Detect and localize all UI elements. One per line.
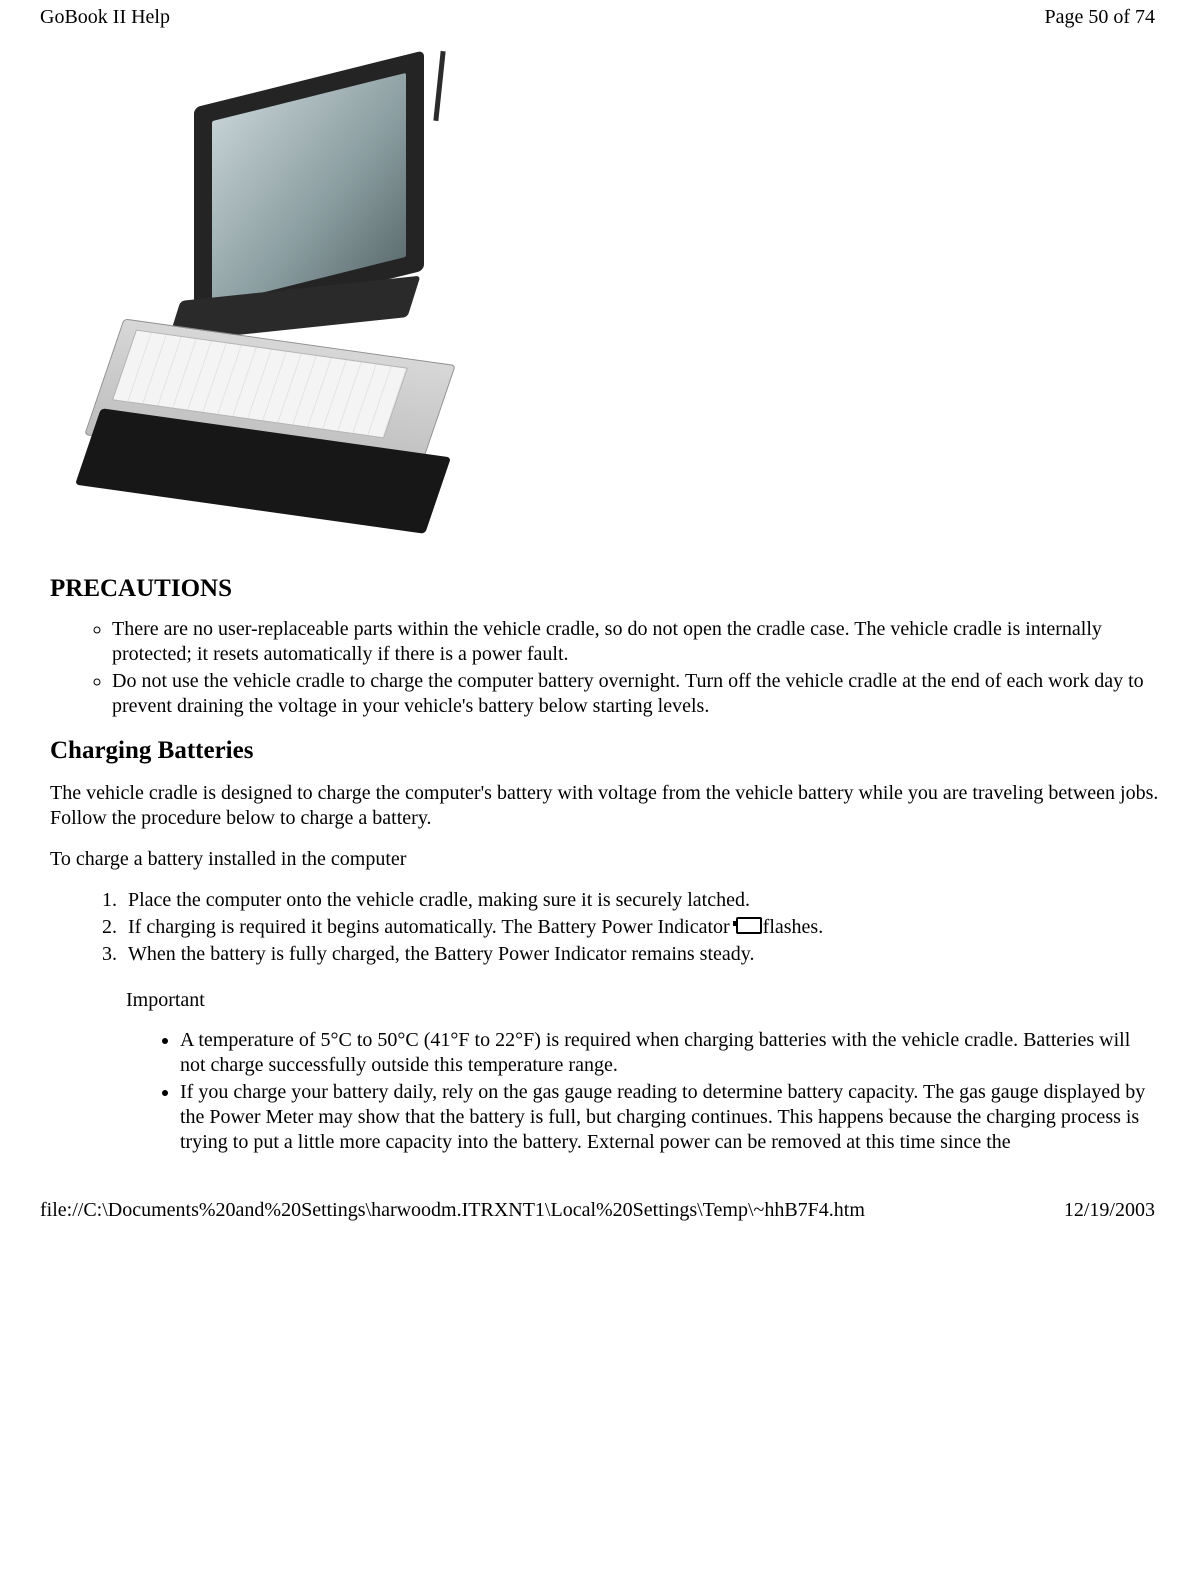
charging-subintro: To charge a battery installed in the com… <box>50 847 1159 872</box>
page-header: GoBook II Help Page 50 of 74 <box>40 6 1159 29</box>
list-item: Do not use the vehicle cradle to charge … <box>112 669 1159 719</box>
important-list: A temperature of 5°C to 50°C (41°F to 22… <box>122 1028 1159 1155</box>
precautions-heading: PRECAUTIONS <box>50 575 1159 603</box>
list-item: When the battery is fully charged, the B… <box>122 942 1159 967</box>
list-item: If charging is required it begins automa… <box>122 915 1159 940</box>
charging-intro: The vehicle cradle is designed to charge… <box>50 781 1159 831</box>
list-item: A temperature of 5°C to 50°C (41°F to 22… <box>180 1028 1159 1078</box>
footer-path: file://C:\Documents%20and%20Settings\har… <box>40 1199 865 1222</box>
page-body: PRECAUTIONS There are no user-replaceabl… <box>40 59 1159 1155</box>
step-text-a: If charging is required it begins automa… <box>128 916 735 938</box>
page-footer: file://C:\Documents%20and%20Settings\har… <box>40 1199 1159 1222</box>
page-number: Page 50 of 74 <box>1044 6 1155 29</box>
charging-steps: Place the computer onto the vehicle crad… <box>50 888 1159 967</box>
list-item: If you charge your battery daily, rely o… <box>180 1080 1159 1155</box>
important-block: Important A temperature of 5°C to 50°C (… <box>122 989 1159 1155</box>
footer-date: 12/19/2003 <box>1064 1199 1155 1222</box>
product-image <box>54 59 474 549</box>
doc-title: GoBook II Help <box>40 6 170 29</box>
charging-heading: Charging Batteries <box>50 737 1159 765</box>
precautions-list: There are no user-replaceable parts with… <box>50 617 1159 719</box>
battery-icon <box>736 917 762 934</box>
important-label: Important <box>126 989 1159 1012</box>
step-text-b: flashes. <box>763 916 824 938</box>
list-item: There are no user-replaceable parts with… <box>112 617 1159 667</box>
list-item: Place the computer onto the vehicle crad… <box>122 888 1159 913</box>
